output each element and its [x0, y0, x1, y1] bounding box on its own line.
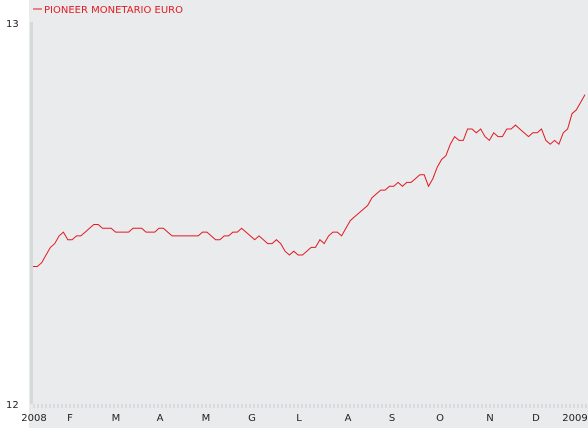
plot-background — [29, 0, 588, 428]
x-tick-label: M — [112, 413, 121, 424]
x-tick-label: G — [248, 413, 256, 424]
x-tick-label: M — [202, 413, 211, 424]
series-line-pioneer-monetario-euro — [33, 94, 586, 267]
y-tick-label-max: 13 — [6, 19, 19, 30]
x-axis-ticks — [33, 404, 587, 408]
legend-label: PIONEER MONETARIO EURO — [44, 5, 183, 16]
x-axis-labels: 2008 F M A M G L A S O N D 2009 — [21, 413, 587, 424]
x-tick-label: N — [486, 413, 493, 424]
y-tick-label-min: 12 — [6, 400, 19, 411]
x-tick-label: L — [296, 413, 302, 424]
x-tick-label: 2008 — [21, 413, 46, 424]
x-tick-label: S — [389, 413, 395, 424]
legend: PIONEER MONETARIO EURO — [33, 5, 183, 16]
x-tick-label: O — [436, 413, 444, 424]
x-tick-label: A — [157, 413, 164, 424]
x-tick-label: A — [345, 413, 352, 424]
x-tick-label: D — [532, 413, 540, 424]
x-tick-label: F — [67, 413, 73, 424]
x-tick-label: 2009 — [562, 413, 587, 424]
